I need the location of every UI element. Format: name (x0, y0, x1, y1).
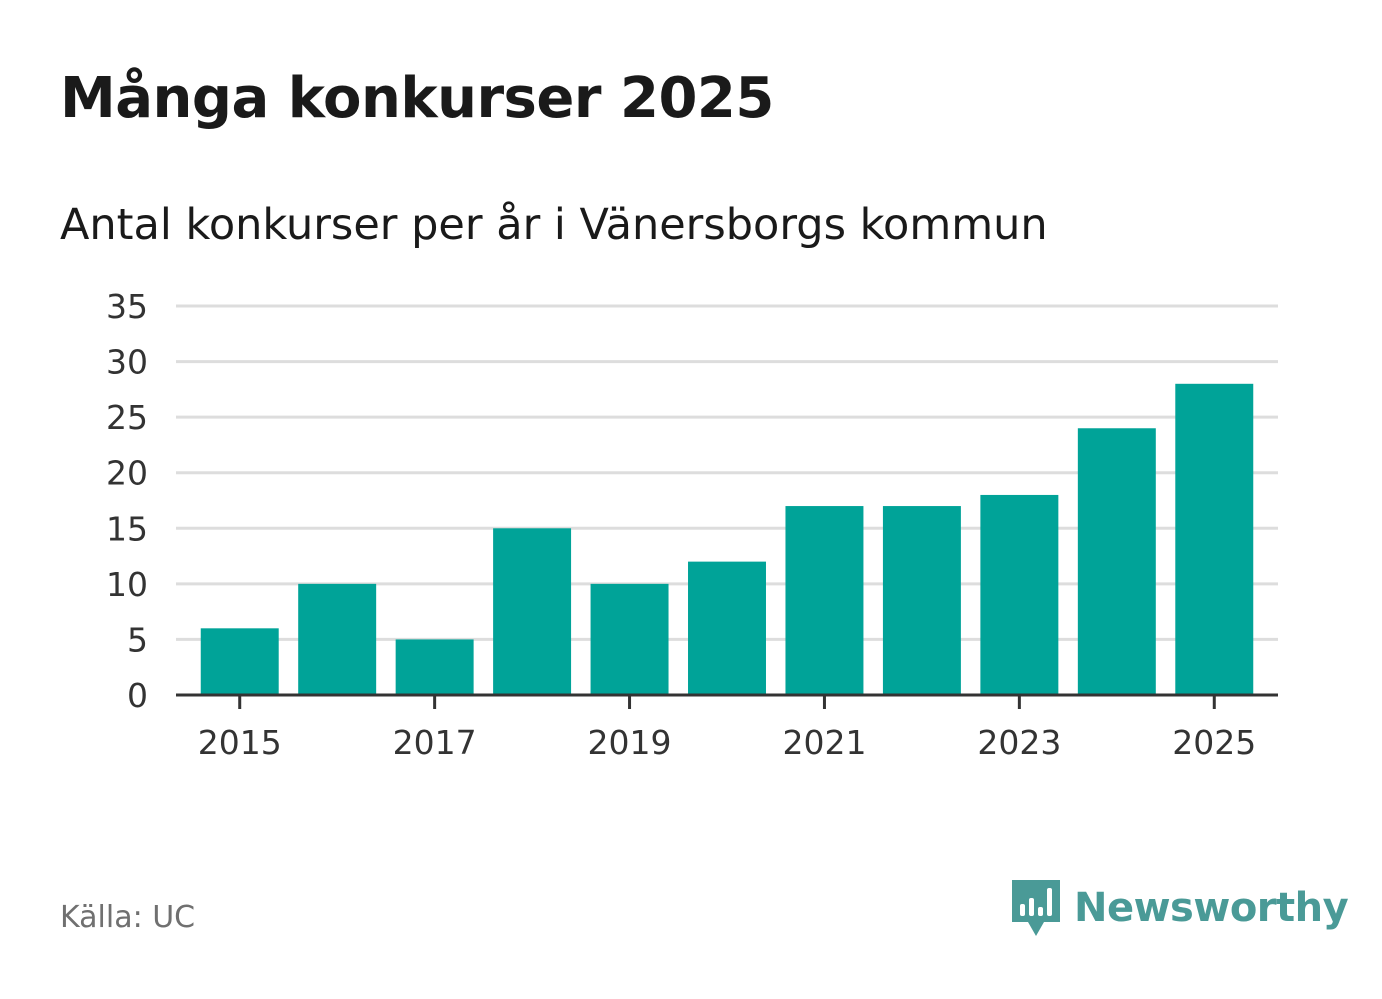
y-axis-ticks: 0 5 10 15 20 25 30 35 (106, 287, 148, 715)
bar-2017 (395, 639, 474, 695)
x-tick-label: 2017 (393, 723, 477, 762)
y-tick-label: 15 (106, 509, 148, 548)
bars (200, 383, 1254, 695)
bar-2020 (688, 561, 766, 695)
y-tick-label: 5 (127, 620, 148, 659)
bar-2015 (200, 628, 279, 695)
x-tick-label: 2023 (977, 723, 1061, 762)
y-tick-label: 10 (106, 565, 148, 604)
y-tick-label: 25 (106, 398, 148, 437)
chart-title: Många konkurser 2025 (60, 66, 774, 131)
brand-name: Newsworthy (1074, 885, 1349, 931)
bar-2019 (590, 583, 669, 695)
x-axis: 2015 2017 2019 2021 2023 2025 (176, 693, 1278, 762)
x-tick-label: 2015 (198, 723, 282, 762)
bar-2023 (980, 494, 1059, 695)
x-tick-label: 2021 (782, 723, 866, 762)
bar-2018 (493, 528, 572, 695)
brand-logo: Newsworthy (1010, 878, 1349, 938)
bar-2021 (785, 506, 864, 695)
y-tick-label: 0 (127, 676, 148, 715)
bar-2025 (1175, 383, 1254, 695)
x-tick-label: 2025 (1172, 723, 1256, 762)
x-tick-label: 2019 (588, 723, 672, 762)
bar-2016 (298, 583, 377, 695)
y-tick-label: 30 (106, 343, 148, 382)
newsworthy-logo-icon (1012, 880, 1060, 936)
y-tick-label: 35 (106, 287, 148, 326)
bar-2024 (1077, 428, 1156, 695)
chart-subtitle: Antal konkurser per år i Vänersborgs kom… (60, 200, 1048, 250)
source-note: Källa: UC (60, 900, 196, 935)
y-tick-label: 20 (106, 454, 148, 493)
bar-2022 (882, 506, 961, 695)
